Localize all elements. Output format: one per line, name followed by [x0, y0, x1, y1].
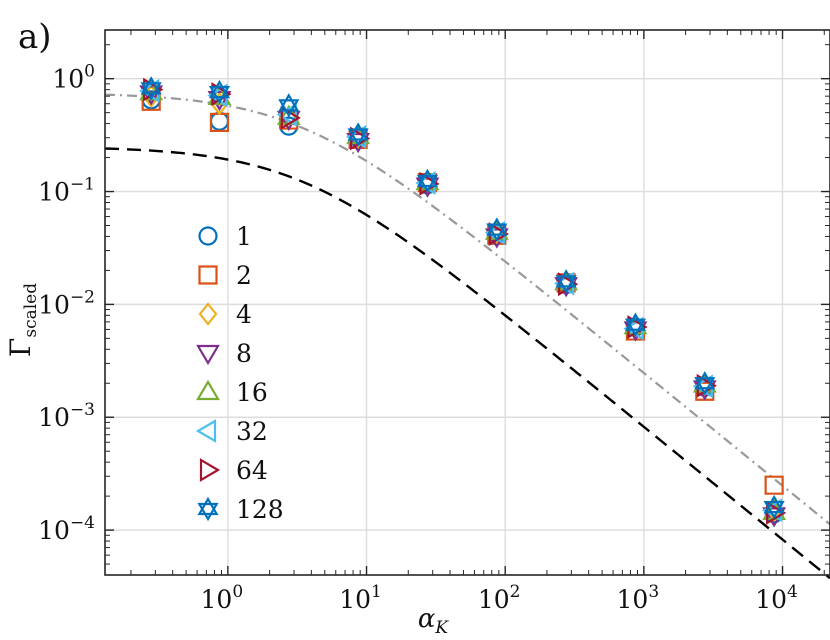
legend-label-32: 32 — [236, 417, 268, 446]
y-tick-exponent: −4 — [70, 513, 95, 533]
legend-marker-32 — [195, 419, 217, 443]
y-tick-exponent: −3 — [70, 400, 95, 420]
data-point-star — [486, 217, 508, 242]
y-tick-exponent: 0 — [84, 62, 95, 82]
panel-label: a) — [18, 17, 52, 57]
x-tick-exponent: 2 — [510, 582, 521, 602]
x-tick-base: 10 — [617, 585, 649, 614]
series-128 — [140, 76, 785, 520]
legend-label-1: 1 — [236, 222, 252, 251]
x-tick-base: 10 — [201, 585, 233, 614]
data-point-square — [209, 112, 230, 132]
dashdot-curve — [104, 93, 830, 526]
legend-label-4: 4 — [236, 300, 252, 329]
y-tick-base: 10 — [38, 516, 70, 545]
data-point-star — [624, 312, 647, 337]
x-tick-base: 10 — [755, 585, 787, 614]
legend-marker-1 — [198, 226, 218, 246]
data-point-star — [763, 494, 785, 520]
plot-frame — [104, 29, 830, 576]
y-tick-exponent: −1 — [70, 175, 95, 195]
y-tick-base: 10 — [38, 178, 70, 207]
x-tick-label: 103 — [617, 582, 660, 614]
legend-marker-128 — [197, 496, 219, 522]
legend-label-128: 128 — [236, 495, 284, 524]
x-axis-label-main: α — [418, 604, 436, 634]
y-tick-base: 10 — [38, 403, 70, 432]
data-point-star — [347, 122, 369, 147]
legend-label-8: 8 — [236, 339, 252, 368]
legend-marker-64 — [199, 458, 221, 482]
legend-marker-2 — [198, 265, 218, 285]
y-axis-label: Γscaled — [4, 283, 41, 357]
x-tick-base: 10 — [339, 585, 371, 614]
reference-curves — [104, 93, 830, 580]
y-tick-base: 10 — [52, 65, 84, 94]
x-tick-exponent: 3 — [648, 582, 659, 602]
data-point-triangle-down — [207, 90, 232, 112]
y-axis-label-sub: scaled — [21, 283, 41, 338]
data-point-star — [694, 371, 716, 396]
legend-label-16: 16 — [236, 378, 268, 407]
data-point-star — [416, 168, 439, 194]
legend: 1 2 4 8 16 32 64 128 — [195, 222, 284, 524]
x-tick-exponent: 0 — [232, 582, 243, 602]
legend-label-2: 2 — [236, 261, 252, 290]
legend-marker-4 — [198, 302, 218, 326]
legend-marker-16 — [196, 379, 220, 401]
x-axis-label-sub: K — [434, 618, 449, 638]
data-point-square — [764, 475, 784, 495]
legend-marker-8 — [196, 344, 220, 366]
x-tick-exponent: 4 — [787, 582, 798, 602]
data-point-star — [278, 93, 300, 118]
data-point-star — [555, 269, 577, 294]
y-tick-label: 10−1 — [38, 175, 95, 207]
dashed-curve — [104, 147, 830, 580]
y-tick-exponent: −2 — [70, 287, 95, 307]
grid — [105, 30, 830, 575]
x-axis-label: αK — [418, 604, 450, 638]
legend-label-64: 64 — [236, 456, 268, 485]
y-tick-label: 10−3 — [38, 400, 95, 432]
x-tick-base: 10 — [478, 585, 510, 614]
x-tick-exponent: 1 — [371, 582, 382, 602]
x-tick-label: 101 — [339, 582, 382, 614]
y-axis-label-main: Γ — [4, 338, 37, 357]
data-point-star — [208, 79, 231, 105]
x-tick-label: 102 — [478, 582, 521, 614]
data-point-star — [140, 76, 162, 101]
x-tick-label: 100 — [201, 582, 244, 614]
y-tick-label: 10−2 — [38, 287, 95, 319]
x-tick-label: 104 — [755, 582, 798, 614]
y-tick-label: 100 — [52, 62, 95, 94]
y-tick-base: 10 — [38, 290, 70, 319]
y-tick-label: 10−4 — [38, 513, 95, 545]
data-markers — [139, 76, 787, 528]
